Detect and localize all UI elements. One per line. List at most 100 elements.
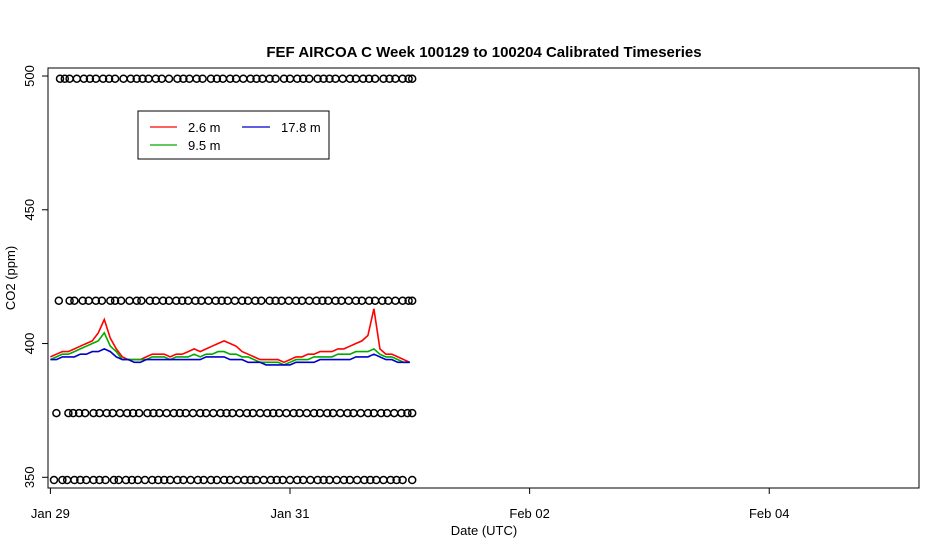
flag-marker (322, 408, 332, 418)
flag-marker (319, 74, 328, 83)
flag-marker (284, 296, 294, 305)
flag-marker (309, 408, 319, 418)
flag-marker (49, 475, 59, 485)
flag-marker (407, 74, 417, 83)
flag-marker (97, 296, 107, 305)
flag-marker (211, 296, 220, 305)
flag-marker (343, 408, 352, 418)
flag-marker (391, 296, 400, 305)
flag-marker (407, 408, 417, 418)
flag-marker (230, 296, 240, 305)
flag-marker (186, 475, 195, 485)
flag-marker (54, 296, 64, 305)
flag-marker (358, 74, 368, 83)
flag-marker (175, 408, 185, 418)
flag-marker (145, 296, 155, 305)
flag-marker (140, 475, 150, 485)
plot-frame (47, 67, 920, 489)
flag-marker (109, 475, 119, 485)
flag-marker (64, 408, 73, 418)
legend-label: 17.8 m (281, 120, 321, 135)
y-axis: 350 400 450 500 (22, 65, 48, 488)
flag-marker (336, 408, 345, 418)
flag-marker (272, 475, 282, 485)
flag-marker (151, 74, 161, 83)
flag-marker (62, 475, 72, 485)
flag-marker (217, 296, 226, 305)
flag-marker (386, 475, 395, 485)
flag-marker (204, 296, 213, 305)
flag-marker (110, 74, 120, 83)
flag-marker (304, 296, 314, 305)
flag-marker (379, 74, 388, 83)
flag-marker (89, 408, 98, 418)
flag-marker (76, 475, 85, 485)
flag-marker (143, 408, 152, 418)
flag-marker (366, 475, 375, 485)
flag-marker (74, 408, 84, 418)
flag-marker (121, 475, 131, 485)
flag-marker (271, 74, 280, 83)
flag-marker (137, 296, 146, 305)
flag-marker (398, 74, 407, 83)
flag-marker (292, 74, 302, 83)
flag-marker (379, 475, 388, 485)
flag-marker (313, 475, 322, 485)
flag-marker (216, 408, 225, 418)
legend-label: 9.5 m (188, 138, 221, 153)
x-axis-label: Date (UTC) (451, 523, 517, 538)
flag-marker (132, 296, 141, 305)
flag-marker (102, 408, 111, 418)
flag-marker (397, 408, 406, 418)
flag-marker (257, 296, 266, 305)
flag-marker (173, 74, 182, 83)
flag-marker (318, 296, 327, 305)
x-tick-label: Jan 29 (31, 506, 70, 521)
flag-marker (122, 408, 132, 418)
flag-marker (338, 74, 347, 83)
flag-marker (52, 408, 61, 418)
y-tick-label: 450 (22, 199, 37, 221)
flag-marker (85, 74, 95, 83)
flag-marker (101, 475, 110, 485)
flag-marker (282, 408, 291, 418)
flag-marker (209, 408, 218, 418)
flag-marker (271, 296, 280, 305)
y-tick-label: 400 (22, 333, 37, 355)
flag-marker (98, 74, 108, 83)
flag-marker (262, 408, 272, 418)
flag-marker (364, 296, 374, 305)
flag-marker (127, 475, 137, 485)
flag-marker (169, 408, 179, 418)
flag-marker (403, 408, 412, 418)
flag-marker (345, 74, 355, 83)
flag-marker (119, 74, 128, 83)
flag-marker (363, 408, 373, 418)
flag-marker (132, 74, 141, 83)
flag-marker (198, 74, 207, 83)
flag-marker (193, 475, 203, 485)
flag-marker (65, 296, 74, 305)
series-line-2-6-m (50, 308, 411, 364)
flag-marker (70, 475, 79, 485)
flag-marker (268, 408, 278, 418)
flag-marker (60, 74, 70, 83)
flag-marker (206, 74, 216, 83)
flag-marker (339, 475, 349, 485)
flag-marker (222, 408, 231, 418)
flag-marker (392, 475, 401, 485)
flag-marker (291, 296, 301, 305)
series-line-9-5-m (50, 331, 410, 366)
flag-marker (304, 74, 314, 83)
x-tick-label: Feb 04 (749, 506, 789, 521)
flag-marker (360, 475, 369, 485)
chart-title: FEF AIRCOA C Week 100129 to 100204 Calib… (266, 44, 701, 61)
flag-marker (188, 408, 198, 418)
flag-marker (242, 408, 252, 418)
flag-marker (252, 74, 261, 83)
x-tick-label: Feb 02 (509, 506, 549, 521)
flag-marker (279, 74, 289, 83)
flag-marker (302, 408, 312, 418)
flag-marker (153, 475, 163, 485)
